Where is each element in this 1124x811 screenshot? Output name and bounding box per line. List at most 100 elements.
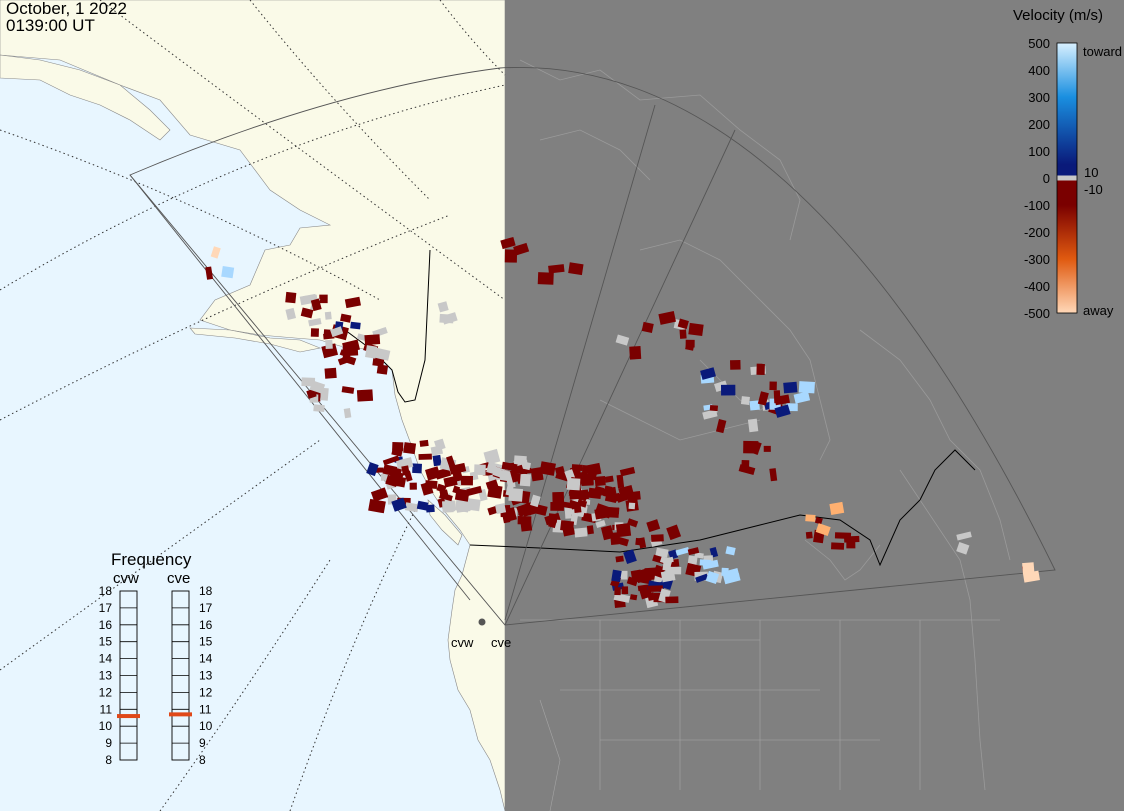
scatter-cell <box>392 442 404 451</box>
scatter-cell <box>615 522 632 538</box>
scatter-cell <box>552 491 565 505</box>
scatter-cell <box>773 390 781 404</box>
frequency-title: Frequency <box>111 550 192 569</box>
scatter-cell <box>341 354 357 366</box>
velocity-label-10: 10 <box>1084 165 1098 180</box>
scatter-cell <box>320 387 329 401</box>
frequency-radar-label-cve: cve <box>167 570 190 587</box>
scatter-cell <box>613 535 629 547</box>
scatter-cell <box>205 266 214 280</box>
frequency-level-label: 12 <box>199 685 213 699</box>
scatter-cell <box>586 525 594 535</box>
scatter-cell <box>702 409 718 420</box>
velocity-tick-label: -100 <box>1024 198 1050 213</box>
scatter-cell <box>443 475 458 488</box>
scatter-cell <box>439 492 453 502</box>
frequency-level-label: 14 <box>199 652 213 666</box>
scatter-cell <box>756 363 765 375</box>
radar-site-label-cvw: cvw <box>451 635 474 650</box>
scatter-cell <box>783 381 798 394</box>
fov-outline <box>129 66 1056 626</box>
scatter-cell <box>587 490 600 498</box>
scatter-cell <box>621 586 629 595</box>
scatter-cell <box>715 419 727 434</box>
scatter-cell <box>687 547 700 556</box>
scatter-cell <box>641 321 654 334</box>
siberia-tip <box>0 54 171 141</box>
scatter-cell <box>319 294 328 304</box>
scatter-cell <box>430 445 444 456</box>
scatter-cell <box>210 246 221 259</box>
velocity-tick-label: 200 <box>1028 117 1050 132</box>
scatter-cell <box>626 491 641 501</box>
scatter-cell <box>805 531 813 539</box>
scatter-cell <box>519 473 531 487</box>
scatter-cell <box>730 360 741 370</box>
velocity-scale-title: Velocity (m/s) <box>1013 7 1103 24</box>
scatter-cell <box>454 488 470 502</box>
scatter-cell <box>814 516 823 525</box>
scatter-cell <box>342 339 360 354</box>
scatter-cell <box>504 249 518 263</box>
scatter-cell <box>395 457 414 471</box>
scatter-cell <box>613 593 631 603</box>
scatter-cell <box>568 489 579 498</box>
scatter-cell <box>628 502 636 510</box>
scatter-cell <box>626 576 639 587</box>
scatter-cell <box>285 307 297 321</box>
scatter-cell <box>700 367 716 380</box>
scatter-cell <box>769 468 778 482</box>
scatter-cell <box>594 475 606 487</box>
frequency-level-label: 11 <box>199 702 212 716</box>
date-label: October, 1 2022 <box>6 0 127 18</box>
scatter-cell <box>370 487 389 502</box>
frequency-level-label: 14 <box>99 652 113 666</box>
scatter-cell <box>688 322 704 337</box>
scatter-cell <box>815 523 831 537</box>
us-state-lines <box>520 619 1000 811</box>
scatter-cell <box>310 298 322 312</box>
scatter-cell <box>611 569 622 582</box>
scatter-cell <box>694 552 704 559</box>
scatter-cell <box>619 466 636 477</box>
scatter-cell <box>595 520 606 529</box>
scatter-cell <box>446 455 456 469</box>
scatter-cell <box>675 546 690 556</box>
scatter-cell <box>325 339 333 349</box>
scatter-cell <box>376 364 389 375</box>
scatter-cell <box>337 356 347 366</box>
scatter-cell <box>722 568 741 585</box>
scatter-cell <box>829 501 845 516</box>
scatter-cell <box>604 475 614 483</box>
scatter-cell <box>221 266 235 279</box>
frequency-level-label: 15 <box>99 635 113 649</box>
scatter-cell <box>412 463 422 474</box>
scatter-cell <box>530 467 544 482</box>
scatter-cell <box>763 445 771 452</box>
scatter-cell <box>709 405 719 412</box>
scatter-cell <box>655 547 669 558</box>
time-label: 0139:00 UT <box>6 16 95 35</box>
scatter-cell <box>509 469 520 483</box>
velocity-tick-label: 100 <box>1028 144 1050 159</box>
scatter-cell <box>574 527 588 538</box>
scatter-cell <box>615 334 630 346</box>
frequency-level-label: 10 <box>199 719 213 733</box>
velocity-label-neg10: -10 <box>1084 182 1103 197</box>
scatter-cell <box>520 517 533 532</box>
velocity-tick-label: 0 <box>1043 171 1050 186</box>
scatter-cell <box>616 474 625 489</box>
frequency-level-label: 16 <box>99 618 113 632</box>
scatter-cell <box>404 502 419 513</box>
scatter-cell <box>306 388 317 399</box>
night-shade <box>505 0 1124 811</box>
radar-site-markers <box>478 618 486 626</box>
scatter-cell <box>679 329 687 339</box>
day-land <box>0 0 506 811</box>
frequency-marker-cvw <box>117 714 140 719</box>
scatter-cell <box>449 462 467 475</box>
scatter-cell <box>720 384 736 396</box>
scatter-cell <box>513 242 530 256</box>
scatter-cell <box>356 389 374 402</box>
